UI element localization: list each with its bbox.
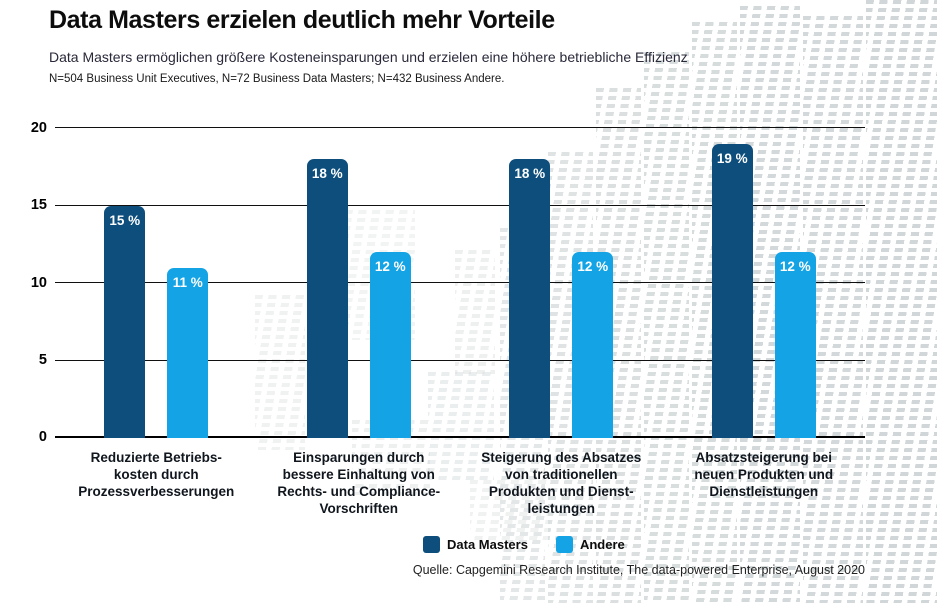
source-citation: Quelle: Capgemini Research Institute, Th… [412,563,865,577]
y-tick-label: 0 [38,429,47,445]
bar-group: 18 % 12 % [460,128,663,438]
chart-subtitle: Data Masters ermöglichen größere Kostene… [49,49,688,65]
bar-andere: 11 % [167,267,209,438]
bar-andere: 12 % [774,252,816,438]
bar-group: 15 % 11 % [55,128,258,438]
legend-item: Andere [555,536,625,553]
category-label: Absatzsteigerung bei neuen Produkten und… [694,450,834,499]
y-tick-label: 15 [30,197,47,213]
page-title: Data Masters erzielen deutlich mehr Vort… [49,6,555,34]
category-label: Steigerung des Absatzes von traditionell… [481,450,642,516]
bar-data-masters: 19 % [711,143,753,438]
gridline-y0: 0 [39,429,865,445]
bar-value-label: 12 % [374,259,406,274]
legend-swatch [555,536,573,553]
bar-value-label: 19 % [716,150,748,166]
bar-data-masters: 18 % [306,159,348,438]
bar-group: 19 % 12 % [663,128,866,438]
plot-area: 15 % 11 % 18 % 12 % 18 % 12 % 19 % 12 % 0 5 10 15 2… [31,120,865,445]
bar-group: 18 % 12 % [258,128,461,438]
legend-label: Data Masters [447,537,528,552]
bar-value-label: 11 % [172,274,203,290]
bar-value-label: 12 % [779,259,811,274]
bar-value-label: 18 % [311,166,343,181]
bar-andere: 12 % [369,252,411,438]
legend-swatch [423,536,440,553]
y-tick-label: 10 [30,274,47,291]
bar-value-label: 15 % [109,212,141,228]
bar-andere: 12 % [572,252,614,438]
legend-label: Andere [579,537,625,552]
y-tick-label: 20 [30,119,47,136]
pattern-tower [866,0,937,603]
gridline-y20: 20 [31,120,865,136]
gridline-y10: 10 [31,275,865,291]
x-axis-labels: Reduzierte Betriebs- kosten durch Prozes… [55,449,865,517]
category-label: Reduzierte Betriebs- kosten durch Prozes… [78,450,235,499]
bar-data-masters: 15 % [104,205,146,438]
gridline-y15: 15 [31,197,865,213]
legend-item: Data Masters [423,536,528,553]
bar-value-label: 12 % [577,259,609,274]
chart-legend: Data Masters Andere [423,536,625,553]
category-label: Einsparungen durch bessere Einhaltung vo… [277,450,441,516]
bar-data-masters: 18 % [509,159,551,438]
sample-size-note: N=504 Business Unit Executives, N=72 Bus… [49,73,505,85]
bar-value-label: 18 % [514,166,546,181]
gridline-y5: 5 [39,352,865,368]
bars-row: 15 % 11 % 18 % 12 % 18 % 12 % 19 % 12 % [55,128,865,438]
y-tick-label: 5 [38,352,47,368]
